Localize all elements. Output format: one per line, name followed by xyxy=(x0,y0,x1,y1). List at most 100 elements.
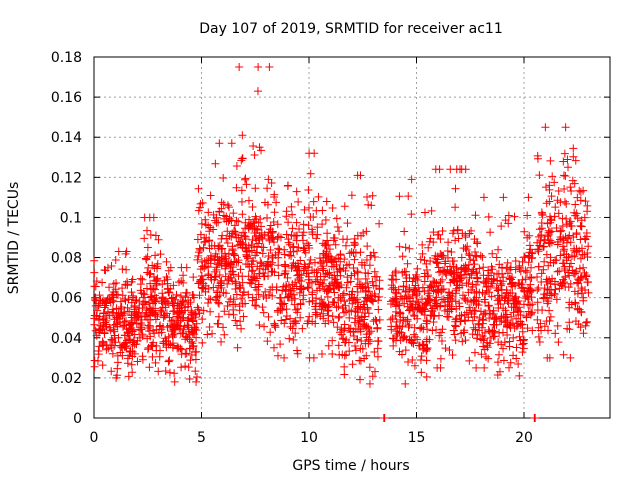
data-point xyxy=(185,374,194,383)
data-point xyxy=(443,312,452,321)
data-point xyxy=(263,213,272,222)
data-point xyxy=(362,330,371,339)
data-point xyxy=(425,296,434,305)
data-point xyxy=(485,306,494,315)
data-point xyxy=(524,193,533,202)
data-point xyxy=(282,311,291,320)
data-point xyxy=(194,184,203,193)
data-point xyxy=(238,278,247,287)
data-point xyxy=(537,219,546,228)
data-point xyxy=(330,234,339,243)
data-point xyxy=(180,306,189,315)
data-point xyxy=(133,357,142,366)
data-point xyxy=(484,212,493,221)
data-point xyxy=(457,253,466,262)
data-point xyxy=(469,256,478,265)
data-point xyxy=(351,346,360,355)
data-point xyxy=(460,267,469,276)
data-point xyxy=(362,322,371,331)
x-tick-label: 10 xyxy=(300,430,318,446)
data-point xyxy=(112,304,121,313)
data-point xyxy=(206,256,215,265)
data-point xyxy=(251,276,260,285)
data-point xyxy=(538,306,547,315)
data-point xyxy=(264,175,273,184)
data-point xyxy=(357,337,366,346)
data-point xyxy=(192,310,201,319)
data-point xyxy=(424,271,433,280)
data-point xyxy=(362,227,371,236)
data-point xyxy=(340,308,349,317)
data-point xyxy=(425,335,434,344)
data-point xyxy=(324,341,333,350)
data-point xyxy=(146,269,155,278)
data-point xyxy=(176,299,185,308)
data-point xyxy=(133,336,142,345)
data-point xyxy=(158,293,167,302)
data-point xyxy=(441,344,450,353)
data-point xyxy=(242,180,251,189)
data-point xyxy=(364,283,373,292)
data-point xyxy=(133,311,142,320)
data-point xyxy=(189,342,198,351)
data-point xyxy=(367,201,376,210)
data-point xyxy=(488,249,497,258)
data-point xyxy=(208,329,217,338)
data-point xyxy=(339,289,348,298)
data-point xyxy=(323,292,332,301)
data-point xyxy=(214,298,223,307)
data-point xyxy=(553,321,562,330)
data-point xyxy=(226,269,235,278)
data-point xyxy=(539,265,548,274)
data-point xyxy=(517,280,526,289)
data-point xyxy=(291,231,300,240)
data-point xyxy=(518,348,527,357)
data-point xyxy=(201,262,210,271)
data-point xyxy=(217,198,226,207)
data-point xyxy=(480,328,489,337)
data-point xyxy=(361,268,370,277)
data-point xyxy=(300,205,309,214)
data-point xyxy=(206,191,215,200)
data-point xyxy=(198,257,207,266)
data-point xyxy=(329,318,338,327)
data-point xyxy=(569,152,578,161)
data-point xyxy=(296,300,305,309)
data-point xyxy=(220,249,229,258)
data-point xyxy=(162,337,171,346)
data-point xyxy=(156,250,165,259)
data-point xyxy=(91,326,100,335)
data-point xyxy=(349,296,358,305)
data-point xyxy=(452,314,461,323)
data-point xyxy=(301,262,310,271)
data-point xyxy=(134,309,143,318)
data-point xyxy=(219,323,228,332)
data-point xyxy=(444,288,453,297)
data-point xyxy=(437,251,446,260)
data-point xyxy=(418,340,427,349)
data-point xyxy=(505,274,514,283)
data-point xyxy=(455,299,464,308)
data-point xyxy=(291,329,300,338)
data-point xyxy=(512,292,521,301)
data-point xyxy=(470,260,479,269)
data-point xyxy=(183,302,192,311)
data-point xyxy=(239,228,248,237)
data-point xyxy=(524,284,533,293)
data-point xyxy=(287,231,296,240)
data-point xyxy=(487,268,496,277)
data-point xyxy=(395,347,404,356)
data-point xyxy=(373,336,382,345)
data-point xyxy=(422,265,431,274)
data-point xyxy=(470,348,479,357)
data-point xyxy=(412,291,421,300)
data-point xyxy=(140,213,149,222)
data-point xyxy=(236,283,245,292)
data-point xyxy=(466,255,475,264)
data-point xyxy=(358,344,367,353)
data-point xyxy=(232,216,241,225)
data-point xyxy=(392,289,401,298)
data-point xyxy=(500,296,509,305)
data-point xyxy=(348,294,357,303)
data-point xyxy=(276,233,285,242)
